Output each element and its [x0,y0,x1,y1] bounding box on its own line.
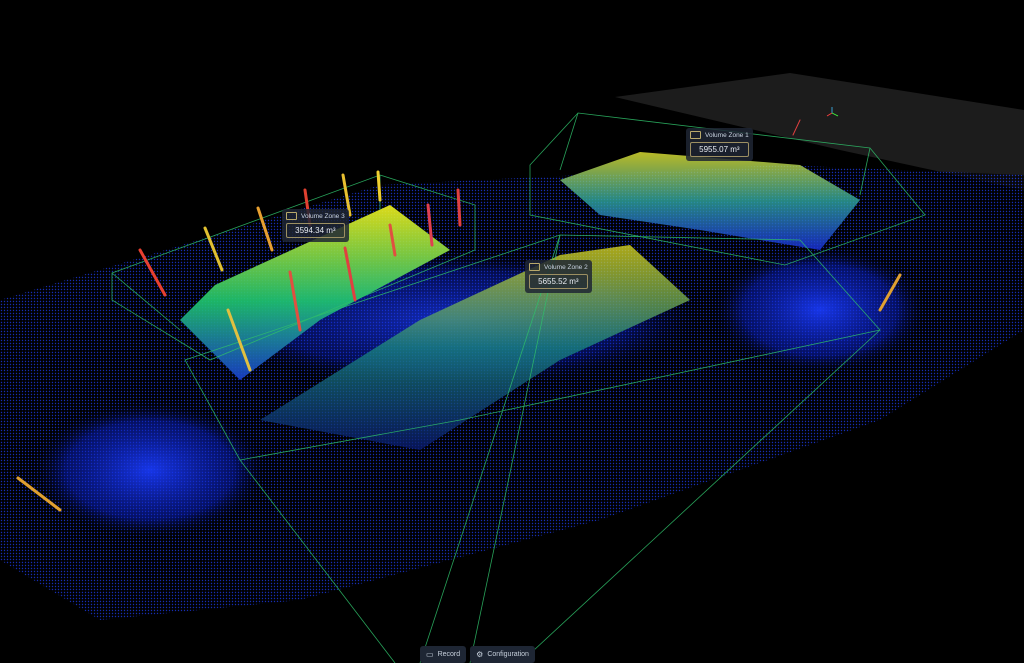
zone-1-title: Volume Zone 1 [705,131,749,139]
gear-icon: ⚙ [476,650,484,659]
zone-3-volume: 3594.34 m³ [286,223,345,238]
axis-gizmo-icon [826,107,839,117]
zone-1-label[interactable]: Volume Zone 1 5955.07 m³ [686,128,753,161]
configuration-button[interactable]: ⚙ Configuration [470,646,535,663]
video-camera-icon: ▭ [426,650,434,659]
point-cloud-floor [0,165,1024,620]
zone-3-title: Volume Zone 3 [301,212,345,220]
volume-icon [529,263,540,271]
record-button[interactable]: ▭ Record [420,646,467,663]
stockpile-zone-2 [260,245,690,450]
stockpile-zone-1 [560,152,860,250]
volume-icon [286,212,297,220]
zone-2-label[interactable]: Volume Zone 2 5655.52 m³ [525,260,592,293]
volume-zone-wireframes [111,112,926,663]
bottom-toolbar: ▭ Record ⚙ Configuration [420,646,535,663]
ground-plane [615,73,1024,190]
sensor-markers [16,119,902,512]
zone-1-volume: 5955.07 m³ [690,142,749,157]
stockpile-zone-3 [180,205,450,380]
zone-2-title: Volume Zone 2 [544,263,588,271]
zone-3-label[interactable]: Volume Zone 3 3594.34 m³ [282,209,349,242]
volume-icon [690,131,701,139]
zone-2-volume: 5655.52 m³ [529,274,588,289]
record-label: Record [437,651,461,658]
configuration-label: Configuration [487,651,529,658]
